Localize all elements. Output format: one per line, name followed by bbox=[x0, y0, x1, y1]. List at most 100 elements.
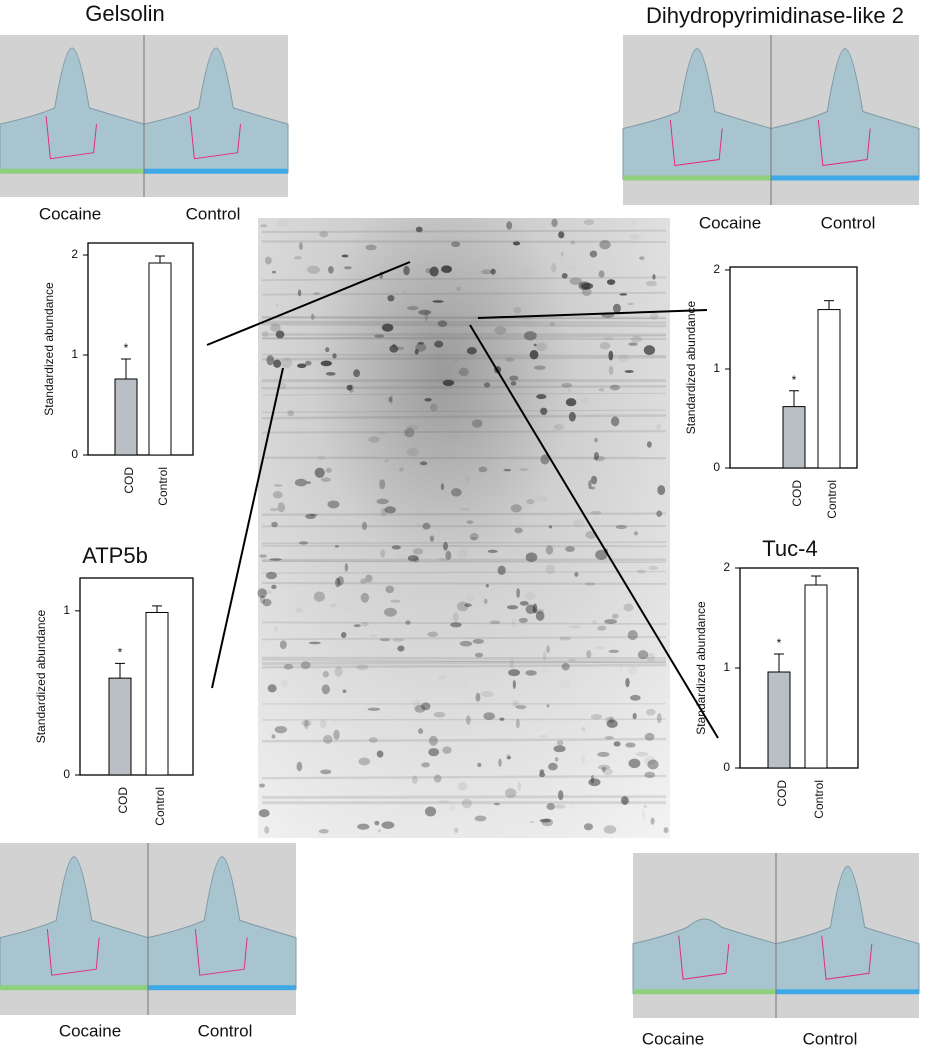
gel-spot bbox=[325, 467, 332, 473]
gel-spot bbox=[459, 640, 473, 647]
surface-label: Control bbox=[803, 1029, 858, 1048]
gel-spot bbox=[497, 565, 506, 575]
gel-spot bbox=[508, 669, 521, 677]
gel-spot bbox=[599, 239, 611, 250]
gel-spot bbox=[320, 360, 332, 367]
gel-spot bbox=[551, 262, 557, 273]
gel-spot bbox=[646, 653, 656, 662]
gel-spot bbox=[391, 545, 401, 550]
connector bbox=[469, 324, 719, 739]
surface-edge bbox=[0, 985, 148, 991]
gel-spot bbox=[358, 757, 371, 766]
gel-spot bbox=[356, 664, 369, 671]
gel-spot bbox=[427, 631, 439, 638]
significance-mark: * bbox=[792, 373, 797, 387]
gel-spot bbox=[420, 461, 428, 466]
surface-edge bbox=[771, 175, 919, 181]
gel-spot bbox=[510, 504, 522, 513]
gel-spot bbox=[568, 625, 581, 629]
gel-spot bbox=[581, 727, 586, 732]
gel-spot bbox=[424, 398, 432, 402]
spot-outline bbox=[189, 115, 241, 160]
gel-spot bbox=[281, 679, 288, 688]
gel-spot bbox=[334, 545, 339, 548]
gel-spot bbox=[361, 622, 369, 627]
gel-spot bbox=[353, 624, 361, 628]
gel-spot bbox=[646, 708, 656, 716]
gel-spot bbox=[568, 658, 576, 662]
gel-spot bbox=[628, 665, 638, 674]
gel-spot bbox=[429, 735, 438, 746]
gel-spot bbox=[406, 447, 419, 457]
gel-spot bbox=[526, 499, 535, 505]
gel-spot bbox=[646, 441, 652, 448]
gel-spot bbox=[602, 768, 614, 776]
gel-spot bbox=[595, 549, 608, 560]
gel-spot bbox=[340, 632, 347, 639]
gel-spot bbox=[365, 574, 373, 583]
gel-spot bbox=[445, 550, 452, 560]
gel-spot bbox=[461, 798, 472, 809]
gel-spot bbox=[466, 520, 474, 524]
gel-spot bbox=[561, 272, 568, 279]
gel-spot bbox=[307, 265, 320, 274]
gel-spot bbox=[533, 365, 546, 370]
gel-spot bbox=[583, 219, 595, 225]
gel-spot bbox=[264, 826, 270, 834]
gel-spot bbox=[483, 382, 491, 388]
spot-outline bbox=[45, 115, 97, 160]
gel-spot bbox=[559, 636, 571, 641]
bar bbox=[782, 406, 806, 469]
gel-spot bbox=[437, 675, 448, 680]
gel-spot bbox=[389, 395, 393, 405]
gel-spot bbox=[612, 303, 621, 313]
significance-mark: * bbox=[118, 646, 123, 660]
gel-spot bbox=[270, 323, 281, 332]
y-tick-label: 1 bbox=[71, 347, 78, 361]
gel-spot bbox=[581, 754, 586, 764]
gel-spot bbox=[598, 764, 610, 770]
gel-spot bbox=[344, 563, 349, 572]
gel-spot bbox=[560, 251, 564, 257]
gel-streak bbox=[261, 409, 667, 413]
gel-spot bbox=[643, 756, 656, 766]
gel-spot bbox=[622, 797, 630, 805]
gel-spot bbox=[259, 595, 266, 604]
gel-spot bbox=[650, 312, 659, 320]
gel-spot bbox=[310, 313, 315, 320]
gel-spot bbox=[568, 266, 577, 271]
gel-spot bbox=[471, 419, 483, 428]
gel-spot bbox=[313, 292, 321, 296]
y-tick-label: 0 bbox=[723, 760, 730, 774]
gel-spot bbox=[644, 771, 656, 779]
bar bbox=[817, 309, 841, 469]
gel-spot bbox=[512, 241, 521, 246]
surface-edge bbox=[0, 168, 144, 174]
gel-spot bbox=[474, 652, 484, 658]
spot-outline bbox=[817, 119, 871, 167]
surface-edge bbox=[148, 985, 296, 991]
gel-spot bbox=[432, 300, 444, 303]
gel-spot bbox=[540, 407, 548, 416]
gel-spot bbox=[365, 244, 377, 251]
gel-spot bbox=[405, 620, 411, 625]
gel-spot bbox=[450, 622, 462, 628]
gel-spot bbox=[334, 666, 343, 677]
gel-spot bbox=[584, 582, 596, 586]
gel-spot bbox=[518, 617, 528, 623]
gel-spot bbox=[313, 591, 325, 602]
surface-edge bbox=[633, 989, 776, 995]
gel-spot bbox=[271, 584, 277, 590]
gel-spot bbox=[273, 359, 282, 368]
x-tick-label: Control bbox=[156, 467, 170, 506]
gel-spot bbox=[272, 270, 277, 274]
gel-spot bbox=[551, 218, 558, 228]
gel-streak bbox=[261, 663, 667, 669]
gel-spot bbox=[583, 823, 593, 831]
gel-spot bbox=[458, 550, 468, 559]
gel-spot bbox=[561, 382, 573, 388]
gel-spot bbox=[452, 612, 459, 623]
gel-spot bbox=[483, 598, 488, 604]
gel-spot bbox=[402, 429, 408, 437]
gel-streak bbox=[261, 384, 667, 390]
